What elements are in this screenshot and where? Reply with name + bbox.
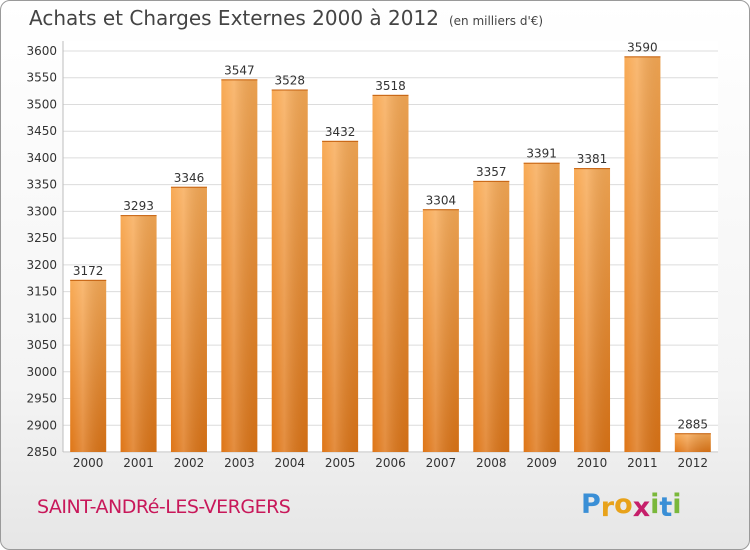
chart-unit: (en milliers d'€): [448, 14, 544, 28]
bar-value-label: 3357: [476, 165, 507, 179]
bar-shine: [271, 89, 308, 452]
y-tick-label: 2850: [26, 445, 57, 459]
x-tick-label: 2007: [426, 456, 457, 470]
y-tick-label: 3400: [26, 151, 57, 165]
y-tick-label: 2900: [26, 418, 57, 432]
x-tick-label: 2001: [123, 456, 154, 470]
logo-letter: i: [672, 489, 682, 520]
x-tick-label: 2002: [174, 456, 205, 470]
bar-shine: [322, 140, 359, 452]
y-tick-label: 3350: [26, 178, 57, 192]
bar-value-label: 3518: [375, 79, 406, 93]
bar-shine: [170, 186, 207, 452]
y-tick-label: 2950: [26, 392, 57, 406]
y-tick-label: 3600: [26, 44, 57, 58]
y-tick-label: 3150: [26, 285, 57, 299]
x-tick-label: 2005: [325, 456, 356, 470]
y-tick-label: 3050: [26, 338, 57, 352]
bar-value-label: 3304: [426, 193, 457, 207]
y-tick-label: 3300: [26, 204, 57, 218]
bar-value-label: 3172: [73, 264, 104, 278]
x-tick-label: 2006: [375, 456, 406, 470]
bar-shine: [120, 215, 157, 452]
y-tick-label: 3550: [26, 71, 57, 85]
proxiti-logo: Proxiti: [581, 489, 682, 523]
chart-title-text: Achats et Charges Externes 2000 à 2012: [29, 6, 439, 30]
y-tick-label: 3250: [26, 231, 57, 245]
bar-shine: [70, 279, 107, 452]
logo-letter: x: [632, 492, 651, 523]
bar-value-label: 3432: [325, 125, 356, 139]
x-tick-label: 2008: [476, 456, 507, 470]
city-name: SAINT-ANDRé-LES-VERGERS: [37, 496, 291, 518]
bar-shine: [624, 56, 661, 452]
bar-value-label: 3381: [577, 152, 608, 166]
y-tick-label: 3500: [26, 97, 57, 111]
logo-letter: i: [650, 489, 660, 520]
bar-value-label: 3547: [224, 63, 255, 77]
bar-shine: [372, 94, 409, 453]
bar-shine: [422, 209, 459, 452]
x-tick-label: 2010: [577, 456, 608, 470]
chart-title: Achats et Charges Externes 2000 à 2012 (e…: [29, 6, 543, 30]
bar-value-label: 3590: [627, 40, 658, 54]
y-tick-label: 3100: [26, 311, 57, 325]
y-tick-label: 3450: [26, 124, 57, 138]
x-tick-label: 2000: [73, 456, 104, 470]
x-tick-label: 2011: [627, 456, 658, 470]
bar-value-label: 3391: [526, 147, 557, 161]
bar-shine: [221, 79, 258, 452]
bar-value-label: 2885: [678, 417, 709, 431]
bar-shine: [574, 168, 611, 453]
bar-shine: [523, 162, 560, 452]
x-tick-label: 2004: [274, 456, 305, 470]
bar-shine: [674, 433, 711, 452]
bar-value-label: 3293: [123, 199, 154, 213]
y-tick-label: 3200: [26, 258, 57, 272]
bar-value-label: 3528: [274, 73, 305, 87]
logo-letter: t: [659, 492, 673, 523]
bar-shine: [473, 180, 510, 452]
logo-letter: r: [600, 492, 615, 523]
x-tick-label: 2009: [526, 456, 557, 470]
x-tick-label: 2012: [678, 456, 709, 470]
logo-letter: P: [581, 489, 601, 520]
x-tick-label: 2003: [224, 456, 255, 470]
bar-value-label: 3346: [174, 171, 205, 185]
y-tick-label: 3000: [26, 365, 57, 379]
logo-letter: o: [614, 489, 633, 520]
